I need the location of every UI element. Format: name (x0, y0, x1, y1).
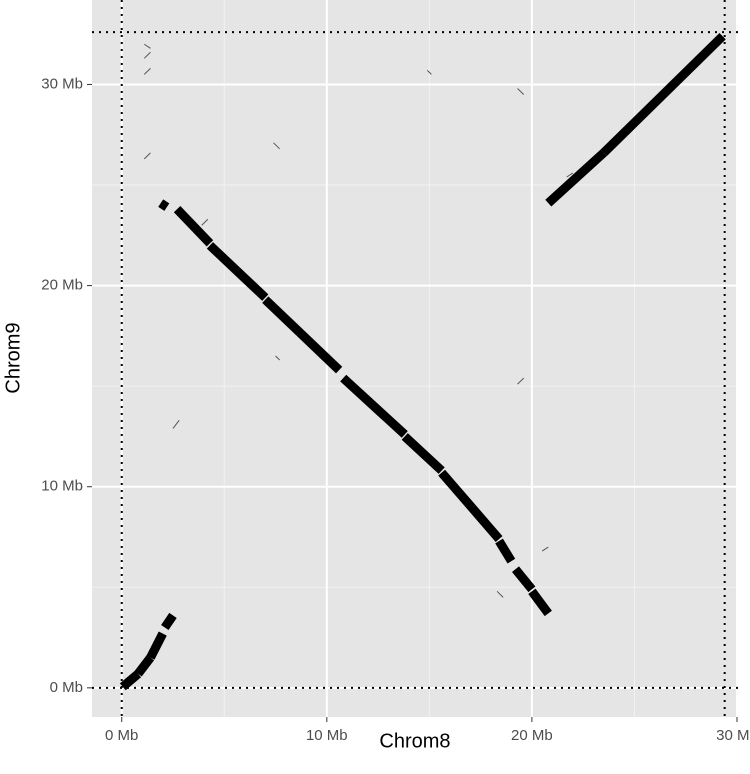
minor-alignment-segment (144, 43, 151, 49)
major-alignment-segments (119, 32, 726, 691)
forward-alignment-segment (600, 32, 726, 157)
minor-alignment-segment (517, 377, 525, 385)
reverse-alignment-segment (438, 469, 503, 542)
major-gridlines (92, 0, 738, 717)
x-axis-title: Chrom8 (379, 730, 450, 752)
y-axis-title: Chrom9 (2, 322, 24, 393)
x-tick-label: 20 Mb (511, 727, 553, 744)
forward-alignment-segment (119, 670, 142, 691)
forward-alignment-segment (161, 612, 177, 631)
reverse-alignment-segment (495, 538, 516, 564)
reverse-alignment-segment (173, 206, 214, 247)
forward-alignment-segment (545, 149, 607, 207)
minor-alignment-segment (201, 218, 209, 226)
minor-alignment-segment (143, 68, 151, 75)
minor-alignment-segment (496, 590, 504, 598)
x-tick-label: 30 Mb (716, 727, 750, 744)
minor-alignment-segments (143, 43, 574, 598)
forward-alignment-segment (146, 631, 167, 660)
minor-alignment-segment (426, 70, 432, 75)
reverse-alignment-segment (158, 199, 170, 211)
minor-alignment-segment (566, 172, 574, 178)
minor-alignment-segment (275, 355, 280, 361)
y-tick-label: 20 Mb (41, 277, 83, 294)
reverse-alignment-segment (262, 296, 343, 374)
y-tick-label: 0 Mb (50, 679, 83, 696)
minor-alignment-segment (143, 152, 151, 160)
x-tick-label: 10 Mb (306, 727, 348, 744)
minor-alignment-segment (143, 51, 151, 59)
reverse-alignment-segment (206, 242, 269, 301)
forward-alignment-segment (134, 654, 155, 677)
reverse-alignment-segment (512, 566, 536, 593)
minor-alignment-segment (541, 546, 549, 552)
x-tick-label: 0 Mb (105, 727, 138, 744)
y-tick-label: 10 Mb (41, 478, 83, 495)
minor-alignment-segment (273, 142, 280, 150)
y-tick-label: 30 Mb (41, 75, 83, 92)
minor-alignment-segment (517, 88, 525, 95)
x-axis-ticks: 0 Mb 10 Mb 20 Mb 30 Mb (105, 717, 750, 744)
y-axis-ticks: 0 Mb 10 Mb 20 Mb 30 Mb (41, 75, 92, 696)
minor-alignment-segment (172, 420, 180, 429)
reverse-alignment-segment (401, 433, 445, 474)
reference-lines (92, 0, 738, 717)
plot-panel (92, 0, 738, 717)
reverse-alignment-segment (528, 588, 552, 617)
reverse-alignment-segment (340, 374, 408, 438)
